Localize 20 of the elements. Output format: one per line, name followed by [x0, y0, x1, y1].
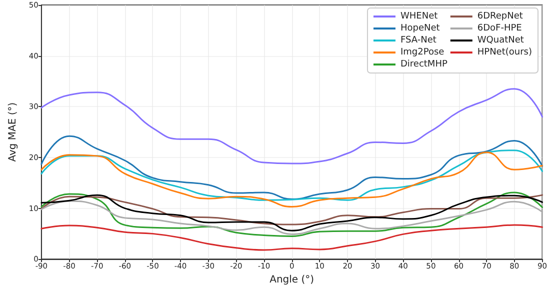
legend-label: HPNet(ours) [477, 48, 532, 58]
legend-label: 6DoF-HPE [477, 24, 522, 34]
x-axis-title: Angle (°) [270, 274, 314, 286]
legend-label: FSA-Net [400, 36, 437, 46]
line-series [40, 192, 543, 237]
line-series [40, 194, 543, 232]
line-series [40, 135, 543, 200]
legend-label: WHENet [400, 12, 438, 22]
line-series [40, 200, 543, 235]
line-series [40, 150, 543, 201]
legend-label: HopeNet [400, 24, 440, 34]
line-series [40, 88, 543, 164]
line-series [40, 224, 543, 251]
y-axis-title: Avg MAE (°) [8, 102, 18, 162]
legend-label: DirectMHP [400, 60, 448, 70]
line-series [40, 194, 543, 226]
legend-label: Img2Pose [400, 48, 445, 58]
legend-label: 6DRepNet [477, 12, 524, 22]
line-series [40, 152, 543, 208]
legend-label: WQuatNet [477, 36, 524, 46]
